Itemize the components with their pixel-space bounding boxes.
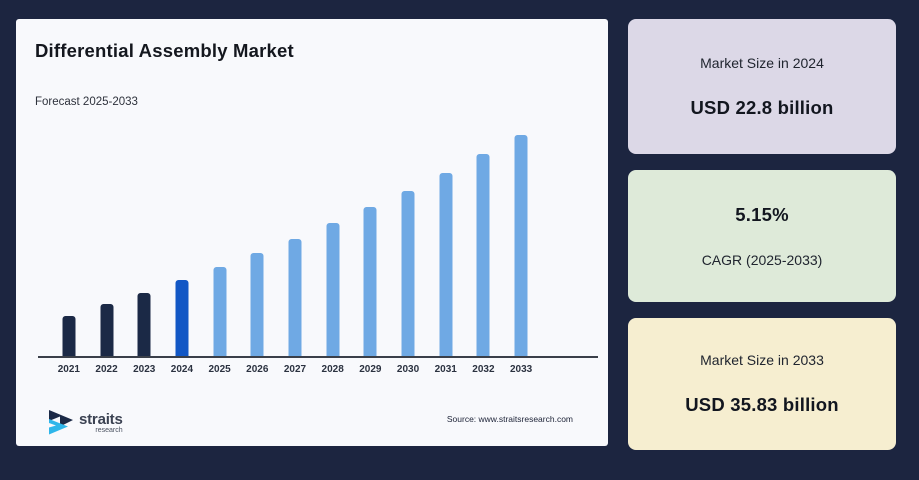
logo-name: straits (79, 410, 123, 428)
bar-slot-2028: 2028 (314, 116, 352, 375)
bar-2027 (288, 239, 302, 356)
stat-cards-column: Market Size in 2024 USD 22.8 billion 5.1… (628, 19, 896, 450)
x-tick-label-2028: 2028 (321, 364, 344, 375)
source-attribution: Source: www.straitsresearch.com (446, 414, 573, 424)
stat-card-cagr: 5.15% CAGR (2025-2033) (628, 170, 896, 302)
x-tick-label-2029: 2029 (359, 364, 382, 375)
bar-2023 (137, 293, 151, 356)
x-tick-label-2030: 2030 (396, 364, 420, 375)
stat-value: USD 35.83 billion (685, 394, 839, 415)
x-tick-label-2027: 2027 (283, 364, 307, 375)
stat-label: CAGR (2025-2033) (701, 252, 823, 268)
straits-research-logo: straits research (46, 408, 123, 438)
bar-slot-2031: 2031 (427, 116, 465, 375)
bar-2031 (439, 173, 453, 356)
bar-2026 (250, 253, 264, 356)
bar-2028 (326, 223, 340, 356)
logo-wordmark: straits research (79, 412, 123, 435)
bar-2029 (363, 207, 377, 356)
stat-card-market-size-2024: Market Size in 2024 USD 22.8 billion (628, 19, 896, 154)
x-tick-label-2022: 2022 (95, 364, 118, 375)
bar-2021 (62, 316, 76, 356)
bar-slot-2032: 2032 (465, 116, 503, 375)
bar-2022 (100, 304, 114, 356)
bar-slot-2026: 2026 (238, 116, 276, 375)
bar-2025 (213, 267, 227, 356)
bar-slot-2027: 2027 (276, 116, 314, 375)
chart-subtitle: Forecast 2025-2033 (35, 96, 138, 108)
bar-slot-2029: 2029 (352, 116, 390, 375)
x-tick-label-2023: 2023 (133, 364, 156, 375)
stat-value: 5.15% (735, 204, 789, 225)
chart-title: Differential Assembly Market (35, 40, 294, 61)
x-tick-label-2025: 2025 (208, 364, 231, 375)
bar-slot-2025: 2025 (201, 116, 239, 375)
x-tick-label-2021: 2021 (57, 364, 80, 375)
bar-2032 (476, 154, 490, 356)
x-axis-line (38, 356, 598, 358)
bar-slot-2023: 2023 (125, 116, 163, 375)
stat-label: Market Size in 2033 (700, 352, 824, 368)
x-tick-label-2032: 2032 (472, 364, 495, 375)
straits-logo-icon (49, 410, 73, 435)
bar-slot-2022: 2022 (88, 116, 126, 375)
bar-slot-2021: 2021 (50, 116, 88, 375)
stat-label: Market Size in 2024 (700, 54, 824, 71)
logo-subtitle: research (95, 426, 123, 434)
bar-slot-2033: 2033 (502, 116, 540, 375)
bar-2033 (514, 135, 528, 356)
bar-2030 (401, 191, 415, 356)
bar-slot-2024: 2024 (163, 116, 201, 375)
bar-chart-plot: 2021 2022 2023 2024 2025 2026 2027 2028 2029 2030… (38, 116, 598, 375)
stat-card-market-size-2033: Market Size in 2033 USD 35.83 billion (628, 318, 896, 450)
bar-2024 (175, 280, 189, 356)
x-tick-label-2026: 2026 (246, 364, 269, 375)
bar-slot-2030: 2030 (389, 116, 427, 375)
stat-value: USD 22.8 billion (690, 96, 834, 118)
x-tick-label-2031: 2031 (434, 364, 457, 375)
chart-card: Differential Assembly Market Forecast 20… (16, 19, 608, 446)
x-tick-label-2033: 2033 (509, 364, 533, 375)
x-tick-label-2024: 2024 (170, 364, 194, 375)
bar-slots: 2021 2022 2023 2024 2025 2026 2027 2028 2029 2030… (50, 116, 540, 375)
